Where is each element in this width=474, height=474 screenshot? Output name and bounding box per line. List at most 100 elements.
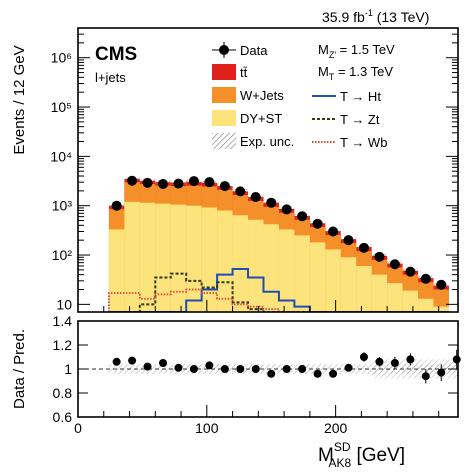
stack-dyst-bar	[294, 235, 310, 312]
ratio-point	[359, 353, 368, 361]
ratio-point	[282, 365, 291, 373]
ratio-point	[452, 355, 461, 364]
data-point	[235, 186, 246, 197]
data-point	[281, 204, 292, 215]
ratio-y-tick-label: 0.6	[53, 409, 73, 425]
data-point	[127, 175, 138, 186]
legend-entry-sig-zt: T → Zt	[312, 112, 380, 127]
legend-entry-unc: Exp. unc.	[212, 133, 294, 149]
legend-entry-data: Data	[212, 42, 268, 58]
ratio-point	[298, 365, 307, 373]
ratio-point	[406, 355, 415, 364]
legend-unc-label: Exp. unc.	[240, 134, 294, 149]
legend-entry-wjets: W+Jets	[212, 87, 284, 103]
stack-dyst-bar	[201, 207, 218, 312]
legend-entry-ttbar: tt̄	[212, 64, 248, 80]
data-point	[266, 197, 277, 208]
ratio-point	[205, 361, 214, 370]
ratio-point	[143, 362, 152, 371]
ratio-point	[437, 368, 446, 377]
legend-sig-wb-label: T → Wb	[340, 135, 387, 150]
ratio-point	[267, 369, 276, 378]
data-point	[158, 179, 169, 190]
data-point	[328, 226, 339, 237]
data-point	[219, 181, 230, 192]
ratio-point	[390, 359, 399, 367]
ratio-point	[375, 357, 384, 366]
lumi-label: 35.9 fb-1 (13 TeV)	[322, 8, 429, 25]
ratio-xlabel: MSD AK8 [GeV]	[318, 440, 405, 470]
stack-dyst-bar	[325, 249, 341, 312]
cms-label: CMS	[95, 44, 137, 65]
legend-entry-sig-ht: T → Ht	[312, 89, 381, 104]
legend-dyst-swatch	[212, 110, 236, 126]
data-point	[297, 211, 308, 222]
stack-dyst-bar	[155, 203, 171, 312]
ratio-y-tick-label: 1	[64, 361, 72, 377]
legend-sig-zt-label: T → Zt	[340, 112, 380, 127]
ratio-point	[251, 365, 260, 373]
stack-dyst-bar	[263, 224, 279, 312]
mass-zprime-label: MZ' = 1.5 TeV	[318, 42, 395, 60]
x-tick-label: 200	[324, 420, 348, 436]
mass-t-label: MT = 1.3 TeV	[318, 64, 393, 82]
data-point	[204, 177, 215, 188]
legend-sig-ht-label: T → Ht	[340, 89, 381, 104]
ratio-point	[344, 363, 353, 372]
x-tick-label: 0	[74, 420, 82, 436]
y-tick-label: 10³	[52, 198, 73, 214]
ratio-point	[236, 365, 245, 373]
stack-dyst-bar	[170, 204, 187, 312]
stack-dyst-bar	[217, 210, 233, 312]
y-tick-label: 10⁵	[51, 99, 72, 115]
stack-dyst-bar	[418, 298, 434, 312]
sig-wb-histogram	[108, 288, 449, 312]
legend-wjets-label: W+Jets	[240, 88, 284, 103]
channel-label: l+jets	[95, 70, 126, 85]
main-plot-frame	[77, 27, 459, 313]
data-point	[111, 200, 122, 211]
stack-dyst-bar	[340, 257, 357, 312]
legend-unc-swatch	[212, 133, 236, 149]
legend-entry-dyst: DY+ST	[212, 110, 282, 126]
ratio-point	[421, 372, 430, 381]
legend-entry-sig-wb: T → Wb	[312, 135, 387, 150]
ratio-point	[329, 369, 338, 378]
main-plot-area	[108, 175, 449, 312]
data-point	[420, 273, 431, 284]
stack-dyst-bar	[232, 215, 249, 312]
legend-ttbar-swatch	[212, 64, 236, 80]
main-ylabel: Events / 12 GeV	[11, 45, 28, 154]
data-point	[173, 178, 184, 189]
data-point	[405, 266, 416, 277]
y-tick-label: 10⁶	[51, 50, 72, 66]
stack-dyst-bar	[356, 265, 372, 312]
ratio-point	[128, 356, 137, 365]
y-tick-label: 10⁴	[50, 148, 72, 164]
ratio-point	[112, 357, 121, 366]
stack-dyst-bar	[433, 306, 449, 312]
y-tick-label: 10	[56, 296, 72, 312]
ratio-point	[174, 363, 183, 372]
data-point	[188, 176, 199, 187]
stack-dyst-bar	[371, 274, 388, 312]
data-point	[374, 251, 385, 262]
stack-dyst-bar	[248, 219, 264, 312]
x-tick-label: 100	[195, 420, 219, 436]
stack-dyst-bar	[309, 242, 326, 312]
data-point	[436, 279, 447, 290]
ratio-y-tick-label: 1.4	[53, 313, 73, 329]
sig-ht-histogram	[108, 268, 449, 312]
ratio-point	[313, 369, 322, 378]
data-point	[312, 218, 323, 229]
data-point	[358, 242, 369, 253]
stack-dyst-bar	[387, 283, 403, 312]
y-tick-label: 10²	[52, 247, 73, 263]
legend-data-label: Data	[240, 43, 268, 58]
legend-dyst-label: DY+ST	[240, 111, 282, 126]
legend-wjets-swatch	[212, 87, 236, 103]
ratio-point	[189, 365, 198, 373]
legend-ttbar-label: tt̄	[240, 65, 248, 80]
ratio-y-tick-label: 1.2	[53, 337, 73, 353]
